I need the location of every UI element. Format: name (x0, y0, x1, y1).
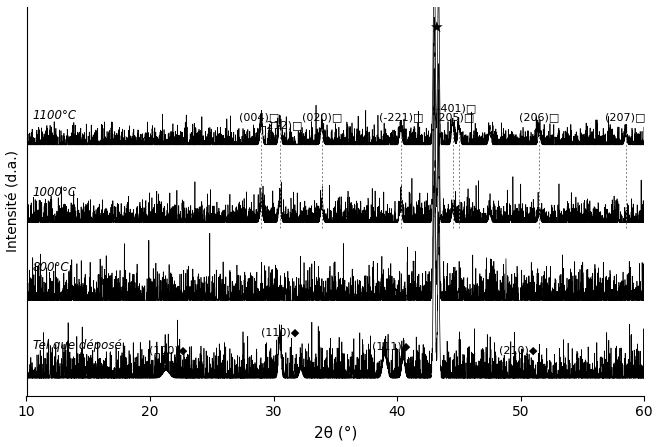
Text: ★: ★ (429, 20, 443, 35)
Text: (205)□: (205)□ (434, 112, 474, 122)
Text: (-221)□: (-221)□ (379, 112, 423, 122)
Text: (111)◆: (111)◆ (372, 342, 410, 352)
Text: (-401)□: (-401)□ (432, 103, 476, 113)
Text: (004)□: (004)□ (238, 112, 279, 122)
Text: 800°C: 800°C (33, 261, 69, 274)
Text: (100)◆: (100)◆ (149, 345, 187, 355)
X-axis label: 2θ (°): 2θ (°) (314, 425, 357, 440)
Text: (207)□: (207)□ (605, 112, 646, 122)
Y-axis label: Intensité (d.a.): Intensité (d.a.) (7, 150, 21, 253)
Text: (-212)□: (-212)□ (257, 121, 302, 131)
Text: 1100°C: 1100°C (33, 109, 77, 122)
Text: (210)◆: (210)◆ (499, 345, 537, 355)
Text: Tel que déposé: Tel que déposé (33, 338, 121, 352)
Text: (110)◆: (110)◆ (261, 328, 299, 337)
Text: (020)□: (020)□ (302, 112, 342, 122)
Text: (206)□: (206)□ (519, 112, 560, 122)
Text: 1000°C: 1000°C (33, 186, 77, 198)
